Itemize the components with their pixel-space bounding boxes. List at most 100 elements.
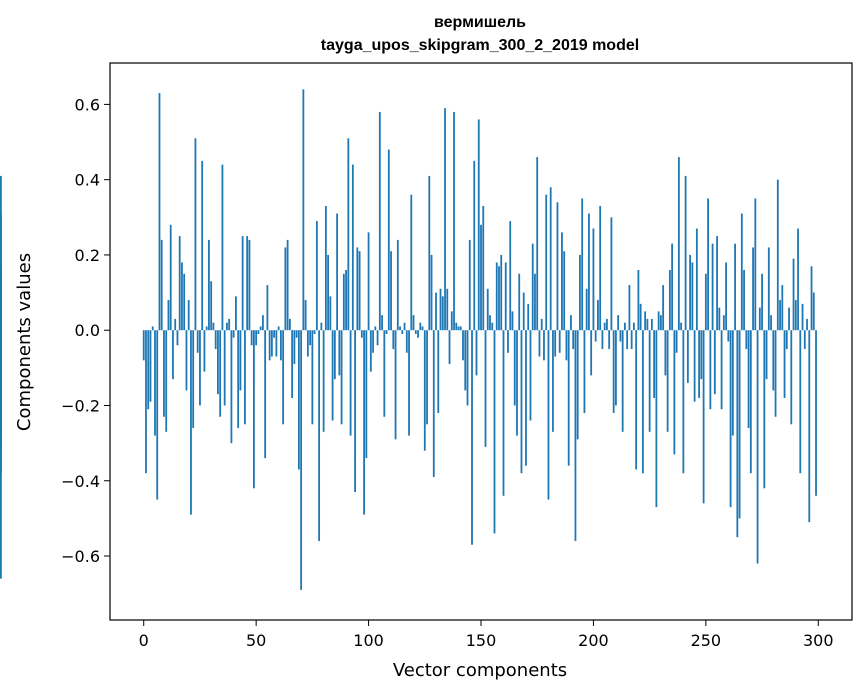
- bar: [718, 307, 721, 331]
- bar: [160, 239, 163, 331]
- bar: [599, 206, 602, 331]
- bar: [563, 251, 566, 331]
- bar: [450, 311, 453, 331]
- bar: [484, 330, 487, 447]
- bar: [493, 330, 496, 534]
- bar: [702, 330, 705, 504]
- bar: [770, 315, 772, 331]
- bar: [374, 326, 377, 331]
- bar: [410, 194, 413, 331]
- bar: [196, 330, 199, 353]
- bar: [659, 315, 662, 331]
- bar: [466, 330, 469, 406]
- bar: [585, 288, 588, 331]
- bar: [671, 243, 674, 331]
- bar: [565, 330, 568, 361]
- bar: [639, 303, 642, 331]
- bar: [360, 330, 363, 338]
- bar: [158, 93, 161, 331]
- bar: [635, 330, 638, 470]
- bar: [783, 330, 786, 398]
- bar: [340, 330, 343, 425]
- bar: [396, 239, 399, 331]
- bar: [673, 330, 676, 455]
- bar: [695, 228, 698, 331]
- bar: [743, 269, 745, 331]
- bar: [172, 330, 174, 380]
- bar: [347, 138, 350, 331]
- bar: [369, 330, 372, 372]
- bar: [185, 330, 188, 391]
- bar: [217, 330, 219, 395]
- bar: [363, 330, 365, 515]
- bar: [592, 228, 595, 331]
- bar: [682, 330, 685, 474]
- bar: [457, 326, 460, 331]
- bar: [792, 258, 795, 331]
- bar: [378, 111, 381, 331]
- bar: [142, 330, 145, 361]
- bar: [570, 315, 572, 331]
- bar: [774, 330, 777, 417]
- bar: [174, 318, 177, 331]
- bar: [309, 330, 312, 346]
- bar: [235, 296, 237, 331]
- bar: [772, 330, 775, 391]
- bar: [675, 330, 678, 353]
- bar: [482, 206, 485, 331]
- bar: [704, 273, 707, 331]
- bar: [655, 330, 658, 508]
- bar: [475, 330, 478, 376]
- bar: [633, 322, 635, 331]
- bar: [763, 330, 766, 489]
- bar: [194, 138, 197, 331]
- bar: [176, 330, 179, 346]
- bar: [489, 315, 491, 331]
- bar: [446, 288, 449, 331]
- bar: [788, 307, 790, 331]
- bar: [266, 285, 269, 331]
- bar: [293, 330, 296, 365]
- bars-group: [0, 89, 817, 590]
- bar: [785, 330, 788, 350]
- bar: [650, 318, 653, 331]
- bar: [619, 330, 622, 342]
- bar: [641, 330, 644, 474]
- bar: [471, 330, 473, 545]
- bar: [558, 330, 561, 353]
- bar: [700, 330, 703, 380]
- bar: [462, 330, 464, 361]
- bar: [259, 326, 262, 331]
- x-tick-label: 250: [691, 631, 722, 650]
- bar: [223, 330, 226, 406]
- bar: [210, 281, 213, 331]
- bar: [279, 330, 282, 361]
- bar: [716, 236, 718, 331]
- bar: [689, 254, 692, 331]
- bar: [520, 330, 523, 474]
- bar: [151, 326, 154, 331]
- bar: [601, 330, 604, 350]
- bar: [513, 330, 516, 406]
- bar: [239, 330, 242, 391]
- bar: [666, 330, 669, 432]
- bar: [178, 236, 181, 331]
- bar: [794, 300, 797, 331]
- bar: [246, 236, 249, 331]
- bar: [342, 273, 345, 331]
- bar: [324, 206, 327, 331]
- bar: [713, 330, 716, 395]
- bar: [603, 322, 606, 331]
- bar: [680, 322, 683, 331]
- bar: [516, 330, 518, 436]
- bar: [237, 330, 240, 429]
- bar: [300, 330, 303, 590]
- bar: [275, 330, 278, 357]
- bar: [430, 254, 433, 331]
- bar: [405, 330, 408, 353]
- bar: [579, 254, 581, 331]
- bar: [192, 330, 195, 429]
- bar: [156, 330, 159, 500]
- bar: [201, 160, 204, 331]
